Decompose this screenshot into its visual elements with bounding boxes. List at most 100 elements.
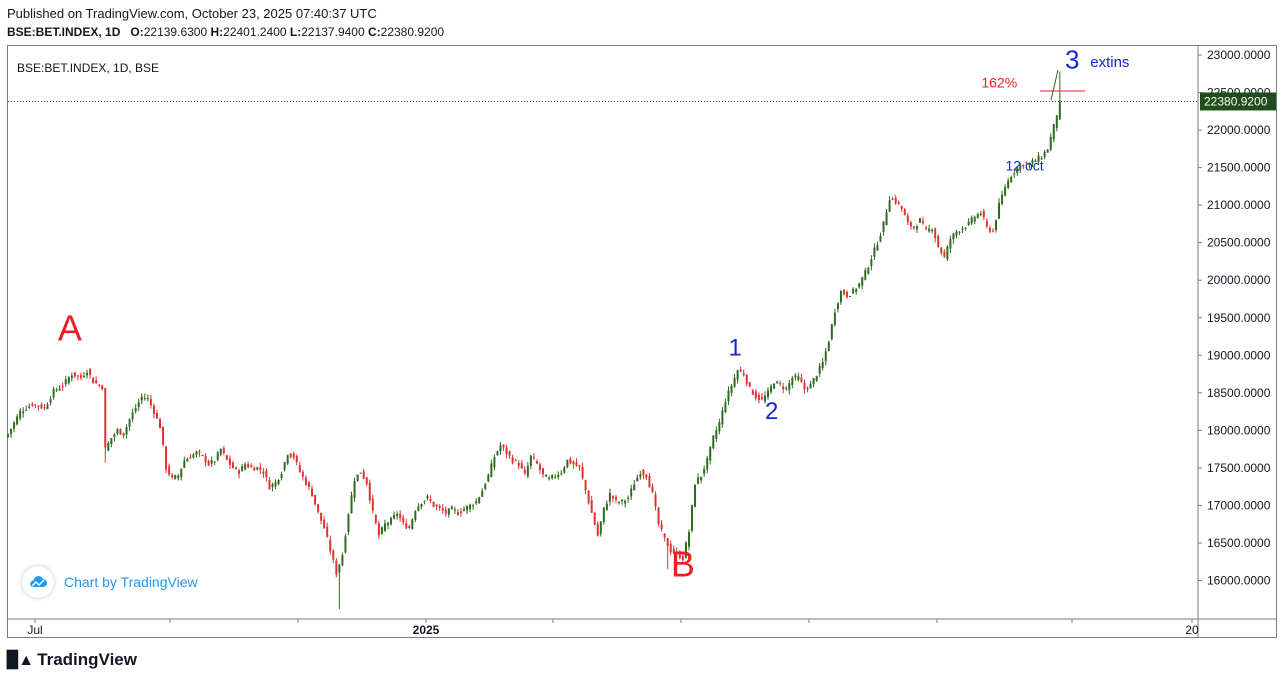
candle-body [137, 402, 140, 408]
candle-body [307, 482, 310, 488]
candle-body [733, 377, 736, 387]
chart-frame[interactable] [7, 45, 1277, 638]
candle-body [207, 460, 210, 466]
candle-body [438, 505, 441, 509]
candle-body [736, 370, 739, 380]
candle-body [1046, 149, 1049, 153]
candle-body [919, 218, 921, 223]
candle-body [611, 495, 614, 499]
candle-body [22, 411, 25, 414]
candle-body [70, 375, 73, 379]
candle-body [684, 542, 687, 559]
candle-body [563, 467, 566, 473]
candle-body [1028, 163, 1031, 166]
candle-body [1016, 167, 1019, 174]
ohlc-line: BSE:BET.INDEX, 1D O:22139.6300 H:22401.2… [7, 25, 444, 39]
candle-body [776, 381, 779, 383]
candle-body [58, 388, 61, 391]
candle-body [110, 437, 113, 444]
candle-body [645, 474, 648, 478]
candle-body [140, 396, 143, 401]
y-tick-label: 19000.0000 [1207, 348, 1271, 362]
high-value: 22401.2400 [223, 25, 287, 39]
candle-body [162, 426, 165, 445]
candle-body [532, 456, 535, 459]
candle-body [155, 412, 158, 419]
candle-body [165, 446, 168, 470]
candle-body [101, 385, 104, 390]
fib-162-label: 162% [981, 74, 1017, 90]
candle-body [393, 514, 396, 519]
candle-body [25, 409, 28, 411]
candle-body [405, 523, 408, 529]
candle-body [210, 459, 213, 464]
candle-body [277, 479, 280, 484]
candle-body [599, 521, 602, 534]
candle-body [551, 474, 554, 479]
candle-body [937, 236, 940, 247]
candle-body [128, 418, 131, 427]
candle-body [292, 453, 295, 458]
candle-body [511, 457, 514, 463]
candle-body [806, 387, 809, 390]
candle-body [615, 496, 617, 500]
candle-body [812, 378, 815, 385]
candle-body [368, 482, 371, 501]
candle-body [715, 430, 718, 439]
candle-body [320, 512, 323, 521]
open-value: 22139.6300 [143, 25, 208, 39]
candle-body [1049, 136, 1052, 150]
candle-body [867, 267, 870, 274]
candle-body [988, 227, 991, 232]
last-price-label: 22380.9200 [1204, 94, 1268, 108]
candle-body [697, 477, 700, 484]
candle-body [338, 564, 341, 573]
candle-body [748, 382, 751, 387]
candle-body [760, 397, 763, 400]
candle-body [487, 474, 490, 482]
candle-body [754, 391, 757, 399]
candle-body [742, 373, 745, 376]
candle-body [836, 303, 839, 309]
candle-body [40, 404, 43, 409]
open-label: O: [130, 25, 144, 39]
y-tick-label: 16500.0000 [1207, 536, 1271, 550]
candle-body [198, 451, 201, 453]
candle-body [493, 457, 496, 468]
wave-label-1: 1 [729, 334, 742, 361]
candle-body [1043, 151, 1046, 158]
candle-body [289, 453, 292, 457]
candle-body [159, 418, 161, 429]
candle-body [1010, 176, 1013, 183]
candle-body [849, 296, 852, 298]
candle-body [791, 377, 794, 385]
tradingview-footer-logo[interactable]: ▉▲ TradingView [7, 650, 137, 670]
candle-body [660, 524, 663, 530]
candle-body [575, 462, 578, 467]
candle-body [1004, 187, 1007, 196]
candle-body [92, 377, 95, 384]
candle-body [888, 200, 891, 212]
candle-body [1001, 194, 1004, 205]
candle-body [286, 455, 289, 464]
candle-body [374, 514, 377, 524]
candle-body [839, 290, 842, 303]
candle-body [447, 508, 450, 515]
candle-body [295, 455, 298, 463]
candle-body [596, 523, 599, 536]
candle-body [681, 555, 684, 560]
chart-legend: BSE:BET.INDEX, 1D, BSE [17, 61, 159, 75]
candle-body [408, 526, 411, 529]
candle-body [691, 505, 693, 531]
candle-body [55, 389, 58, 391]
candle-body [16, 416, 19, 425]
candle-body [1025, 162, 1028, 164]
candle-body [955, 231, 958, 236]
candle-body [675, 551, 678, 553]
candle-body [244, 464, 247, 470]
candle-body [362, 471, 365, 479]
candle-body [782, 386, 785, 390]
tradingview-badge[interactable]: Chart by TradingView [22, 566, 198, 598]
candle-body [523, 469, 526, 474]
